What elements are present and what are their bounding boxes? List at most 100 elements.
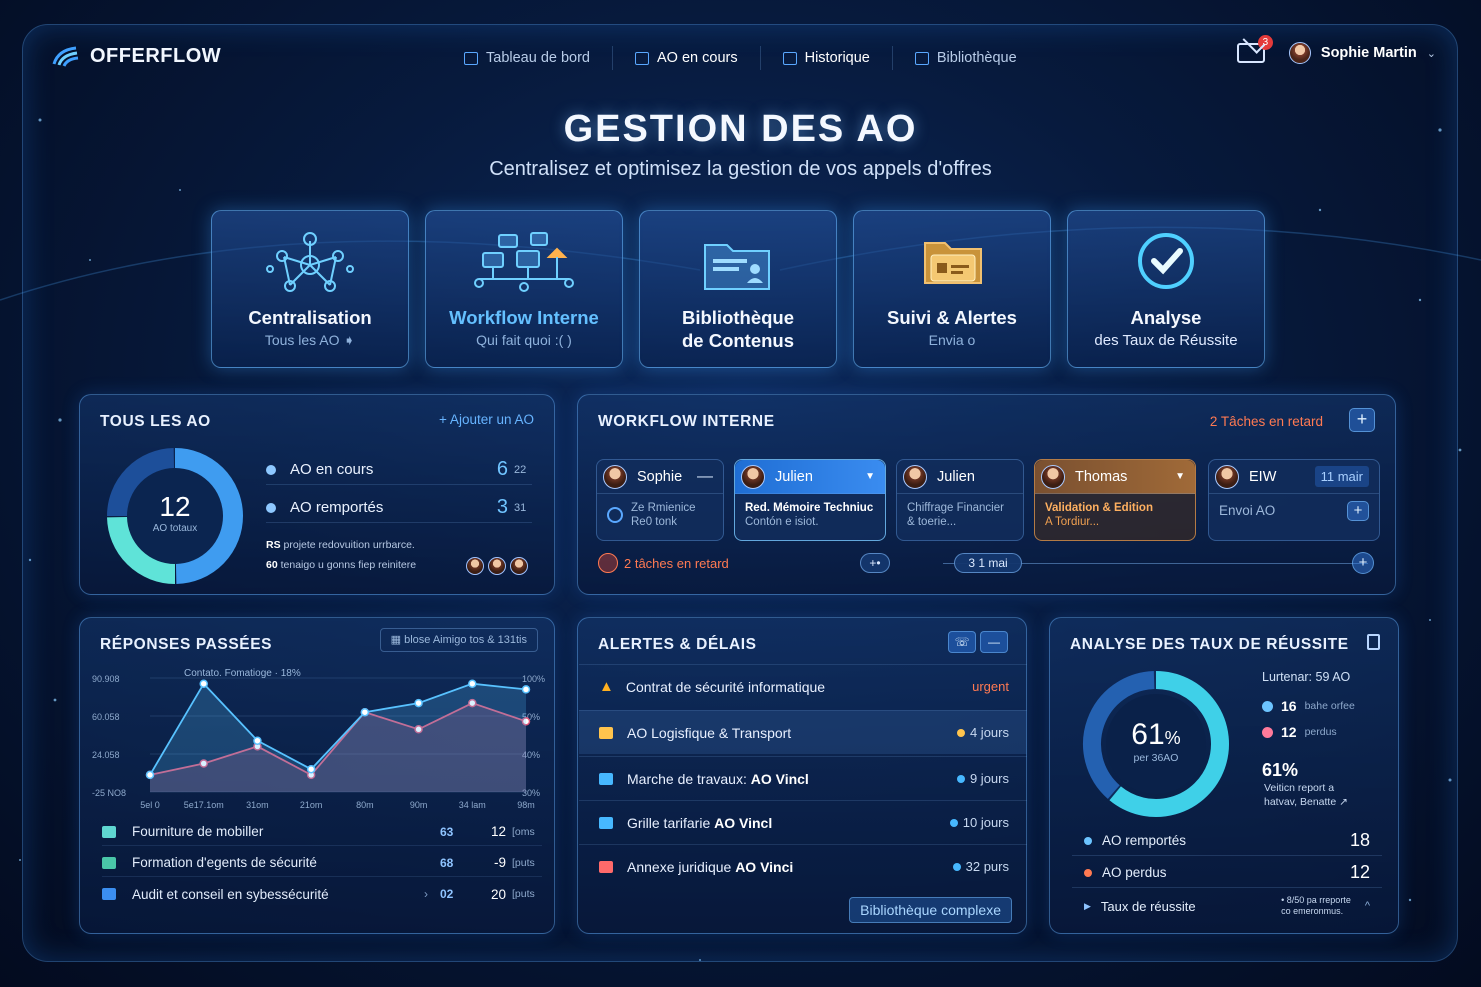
workflow-card-julien-chiffrage[interactable]: Julien Chiffrage Financier & toerie... xyxy=(896,459,1024,541)
chevron-down-icon[interactable]: ▼ xyxy=(1175,471,1185,482)
deadline-dot xyxy=(952,862,961,871)
chevron-up-icon[interactable]: ^ xyxy=(1364,900,1370,912)
y-tick-label: -25 NO8 xyxy=(92,788,126,798)
phone-icon[interactable]: ☏ xyxy=(948,631,976,653)
data-point[interactable] xyxy=(145,770,155,780)
stat-ao-en-cours[interactable]: AO en cours 6 22 xyxy=(266,455,532,485)
series-area xyxy=(150,703,526,792)
expand-icon[interactable]: ▶ xyxy=(1084,900,1091,911)
big-rate: 61% xyxy=(1262,760,1299,780)
feature-workflow[interactable]: Workflow Interne Qui fait quoi :( ) xyxy=(425,210,623,368)
avatar xyxy=(1215,464,1239,489)
alert-row[interactable]: Marche de travaux: AO Vincl 9 jours xyxy=(579,756,1027,800)
data-point[interactable] xyxy=(414,698,423,708)
date-filter[interactable]: ▦ blose Aimigo tos & 131tis xyxy=(379,628,538,652)
data-point[interactable] xyxy=(199,759,208,768)
app-frame xyxy=(22,24,1458,962)
bibliotheque-button[interactable]: Bibliothèque complexe xyxy=(849,897,1012,923)
alert-row[interactable]: AO Logisfique & Transport 4 jours xyxy=(579,710,1027,754)
donut-center-value: 12 xyxy=(159,491,191,522)
minimize-button[interactable]: — xyxy=(980,631,1008,653)
feature-centralisation[interactable]: Centralisation Tous les AO ➧ xyxy=(211,210,409,368)
task-line: Contón e isiot. xyxy=(745,516,819,528)
response-row[interactable]: Fourniture de mobiller 63 12 [oms xyxy=(102,818,542,846)
add-milestone-button[interactable]: + xyxy=(1352,552,1374,574)
feature-subtitle: Tous les AO ➧ xyxy=(264,332,356,348)
add-task-button[interactable]: + xyxy=(1349,408,1375,432)
rate-note: Veiticn report a xyxy=(1264,782,1335,794)
alert-row[interactable]: ▲ Contrat de sécurité informatique urgen… xyxy=(579,664,1027,708)
stat-ao-remportes[interactable]: AO remportés 3 31 xyxy=(266,493,532,523)
data-point[interactable] xyxy=(414,725,423,734)
y2-tick-label: 30% xyxy=(522,788,540,798)
feature-subtitle: Qui fait quoi :( ) xyxy=(476,332,572,348)
avatar[interactable] xyxy=(488,557,506,575)
alert-row[interactable]: Grille tarifarie AO Vincl 10 jours xyxy=(579,800,1027,844)
user-avatar[interactable] xyxy=(1288,42,1311,64)
stat-remportes[interactable]: AO remportés 18 xyxy=(1072,826,1382,856)
legend-item: 16 bahe orfee xyxy=(1262,698,1355,714)
workflow-card-sophie[interactable]: Sophie — Ze Rmienice Re0 tonk xyxy=(596,459,724,541)
x-tick-label: 5e17.1om xyxy=(184,800,224,810)
workflow-card-envoi[interactable]: EIW 11 mair Envoi AO + xyxy=(1208,459,1380,541)
workflow-card-body: Envoi AO + xyxy=(1209,494,1379,528)
data-point[interactable] xyxy=(306,764,316,774)
chevron-down-icon[interactable]: ▼ xyxy=(865,471,875,482)
taux-note-line: • 8/50 pa rreporte xyxy=(1281,895,1351,905)
panel-title: WORKFLOW INTERNE xyxy=(598,413,775,430)
nav-historique[interactable]: Historique xyxy=(761,46,893,70)
nav-ao-en-cours[interactable]: AO en cours xyxy=(613,46,761,70)
timeline-marker[interactable]: +• xyxy=(860,553,890,573)
ao-total-donut xyxy=(107,448,243,584)
user-name[interactable]: Sophie Martin xyxy=(1320,45,1417,61)
avatar[interactable] xyxy=(466,557,484,575)
task-line: & toerie... xyxy=(907,516,957,528)
task-line: Ze Rmienice xyxy=(631,502,696,514)
chevron-down-icon[interactable]: ⌄ xyxy=(1426,47,1436,60)
timeline-date[interactable]: 3 1 mai xyxy=(954,553,1022,573)
response-row[interactable]: Formation d'egents de sécurité 68 -9 [pu… xyxy=(102,849,542,877)
data-point[interactable] xyxy=(521,717,531,726)
notification-badge: 3 xyxy=(1257,35,1273,50)
data-point[interactable] xyxy=(199,679,208,688)
add-step-button[interactable]: + xyxy=(1347,501,1369,521)
data-point[interactable] xyxy=(468,698,477,708)
alert-row[interactable]: Annexe juridique AO Vinci 32 purs xyxy=(579,844,1027,888)
logo-icon xyxy=(52,46,79,67)
series-area xyxy=(150,683,526,792)
avatar[interactable] xyxy=(510,557,528,575)
legend-item: 12 perdus xyxy=(1262,724,1337,740)
add-ao-link[interactable]: + Ajouter un AO xyxy=(439,412,534,427)
workflow-card-julien-memoire[interactable]: Julien ▼ Red. Mémoire Techniuc Contón e i… xyxy=(734,459,886,541)
data-point[interactable] xyxy=(253,736,262,745)
donut-segment-lost xyxy=(1083,671,1155,799)
workflow-card-body: Red. Mémoire Techniuc Contón e isiot. xyxy=(735,494,885,536)
nav-tableau-de-bord[interactable]: Tableau de bord xyxy=(442,46,613,70)
response-score: 02 xyxy=(440,887,454,901)
mail-icon[interactable]: 3 xyxy=(1236,35,1273,63)
nav-bibliotheque[interactable]: Bibliothèque xyxy=(893,46,1039,70)
stat-taux[interactable]: ▶ Taux de réussite • 8/50 pa rreporte co … xyxy=(1072,890,1382,922)
late-tasks-link[interactable]: 2 Tâches en retard xyxy=(1209,414,1323,429)
response-row[interactable]: Audit et conseil en sybessécurité › 02 2… xyxy=(102,880,542,908)
panel-analyse-taux: ANALYSE DES TAUX DE RÉUSSITE 61% per 36A… xyxy=(1049,617,1399,934)
data-point[interactable] xyxy=(468,679,477,688)
data-point[interactable] xyxy=(521,685,531,694)
date-tag: 11 mair xyxy=(1314,466,1369,487)
feature-analyse[interactable]: Analyse des Taux de Réussite xyxy=(1067,210,1265,368)
stat-perdus[interactable]: AO perdus 12 xyxy=(1072,858,1382,888)
avatar xyxy=(1041,464,1065,489)
response-label: Audit et conseil en sybessécurité xyxy=(132,886,329,902)
document-icon[interactable] xyxy=(1367,634,1380,650)
app-logo[interactable]: OFFERFLOW xyxy=(50,44,221,68)
feature-suivi-alertes[interactable]: Suivi & Alertes Envia o xyxy=(853,210,1051,368)
x-tick-label: 90m xyxy=(410,800,428,810)
task-icon xyxy=(599,726,613,739)
data-point[interactable] xyxy=(360,707,370,717)
x-tick-label: 34 lam xyxy=(459,800,486,810)
workflow-card-thomas[interactable]: Thomas ▼ Validation & Edition A Tordiur..… xyxy=(1034,459,1196,541)
chevron-right-icon: › xyxy=(424,887,428,901)
feature-bibliotheque[interactable]: Bibliothèque de Contenus xyxy=(639,210,837,368)
late-tasks-alert[interactable]: 2 tâches en retard xyxy=(598,553,729,573)
response-unit: [oms xyxy=(512,825,535,838)
